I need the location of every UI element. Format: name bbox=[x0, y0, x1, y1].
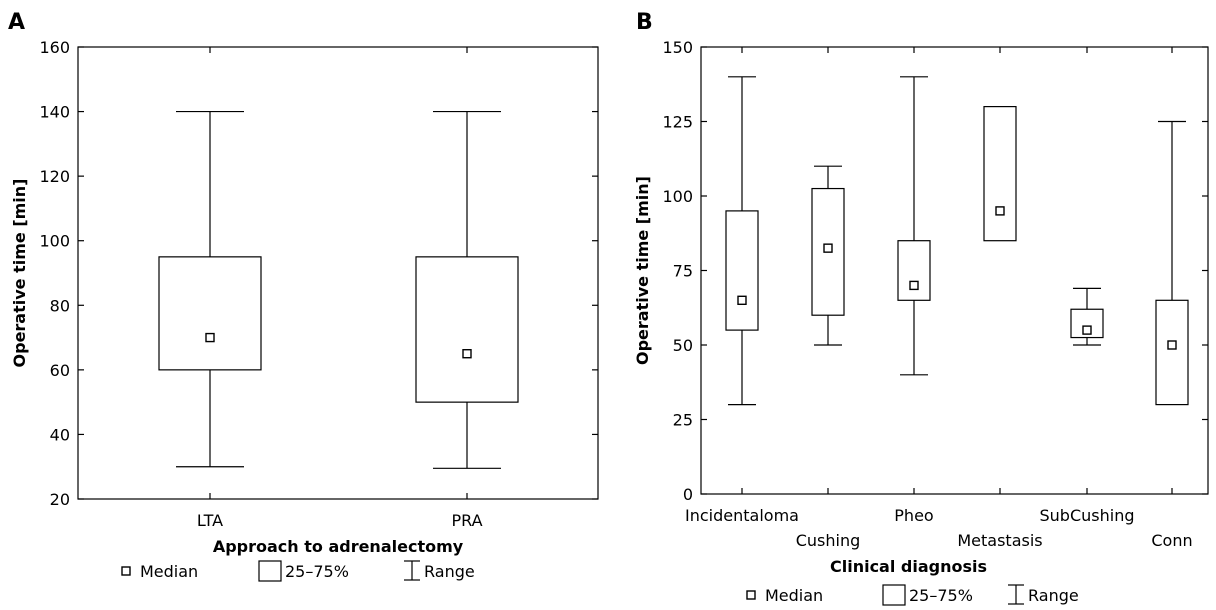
panel-b-median-marker bbox=[1167, 340, 1177, 350]
panel-a-y-tick-label: 20 bbox=[50, 490, 70, 509]
panel-b-median-marker bbox=[909, 280, 919, 291]
panel-b-box-iqr bbox=[983, 105, 1017, 242]
panel-b-median-marker bbox=[995, 206, 1005, 216]
panel-b-median-marker bbox=[823, 243, 833, 253]
panel-b-box-iqr bbox=[725, 210, 759, 331]
panel-b-y-tick-label: 75 bbox=[673, 262, 693, 281]
panel-a-y-tick-label: 80 bbox=[50, 296, 70, 315]
panel-a-legend-box-icon bbox=[258, 560, 282, 582]
panel-b-legend-box-label: 25–75% bbox=[909, 586, 973, 605]
panel-a-y-tick-label: 140 bbox=[39, 103, 70, 122]
panel-b-box-iqr bbox=[1155, 299, 1189, 406]
panel-b-x-tick-label: Metastasis bbox=[957, 531, 1042, 550]
panel-b-legend-range-label: Range bbox=[1028, 586, 1079, 605]
panel-a-box-iqr bbox=[415, 256, 519, 403]
panel-a-x-tick-label: LTA bbox=[197, 511, 223, 530]
panel-a-box-iqr bbox=[158, 256, 262, 371]
panel-b-x-tick-label: Cushing bbox=[796, 531, 861, 550]
panel-b-y-axis-title: Operative time [min] bbox=[633, 176, 652, 365]
panel-a-median-marker bbox=[462, 349, 472, 359]
panel-a-y-tick-label: 160 bbox=[39, 38, 70, 57]
panel-b-x-tick-label: SubCushing bbox=[1040, 506, 1135, 525]
panel-b-median-marker bbox=[737, 295, 747, 305]
panel-a-y-axis-title: Operative time [min] bbox=[10, 179, 29, 368]
panel-a-x-axis-title: Approach to adrenalectomy bbox=[213, 537, 464, 556]
panel-a-median-marker bbox=[205, 332, 215, 343]
panel-b-y-tick-label: 50 bbox=[673, 336, 693, 355]
panel-a-legend-median-icon bbox=[121, 566, 131, 576]
panel-a-y-tick-label: 40 bbox=[50, 425, 70, 444]
panel-b-y-tick-label: 150 bbox=[662, 38, 693, 57]
panel-b-plot-frame bbox=[700, 46, 1209, 495]
panel-b-y-tick-label: 125 bbox=[662, 113, 693, 132]
panel-b-legend-median-icon bbox=[746, 590, 756, 600]
panel-b-x-axis-title: Clinical diagnosis bbox=[830, 557, 987, 576]
panel-b-x-tick-label: Incidentaloma bbox=[685, 506, 799, 525]
panel-b-y-tick-label: 100 bbox=[662, 187, 693, 206]
panel-b-median-marker bbox=[1082, 325, 1092, 335]
panel-a-label: A bbox=[8, 10, 25, 35]
panel-b-legend-box-icon bbox=[882, 584, 906, 606]
panel-b-y-tick-label: 0 bbox=[683, 485, 693, 504]
panel-a-legend-median-label: Median bbox=[140, 562, 198, 581]
panel-a-y-tick-label: 120 bbox=[39, 167, 70, 186]
panel-a-plot-frame bbox=[77, 46, 599, 500]
panel-b-y-tick-label: 25 bbox=[673, 411, 693, 430]
panel-b-x-tick-label: Conn bbox=[1151, 531, 1192, 550]
panel-b-legend-median-label: Median bbox=[765, 586, 823, 605]
panel-a-legend-range-label: Range bbox=[424, 562, 475, 581]
panel-a-x-tick-label: PRA bbox=[451, 511, 482, 530]
panel-a-legend-box-label: 25–75% bbox=[285, 562, 349, 581]
panel-a-y-tick-label: 60 bbox=[50, 361, 70, 380]
panel-b-x-tick-label: Pheo bbox=[894, 506, 933, 525]
panel-a-y-tick-label: 100 bbox=[39, 232, 70, 251]
panel-b-box-iqr bbox=[897, 240, 931, 301]
panel-b-label: B bbox=[636, 10, 653, 35]
